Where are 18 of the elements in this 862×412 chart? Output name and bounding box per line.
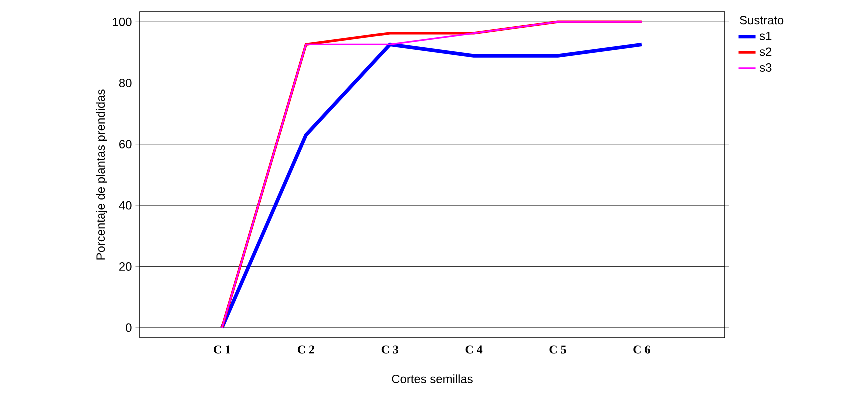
x-tick-label: C 6 <box>634 346 650 354</box>
x-tick-label: C 4 <box>466 346 483 354</box>
x-tick-label: C 3 <box>382 346 398 354</box>
legend-label: s3 <box>760 64 772 72</box>
x-tick-label: C 2 <box>298 346 314 354</box>
y-tick-label: 100 <box>113 18 132 26</box>
y-tick-label: 0 <box>126 324 132 332</box>
y-tick-label: 40 <box>119 201 132 210</box>
y-tick-label: 20 <box>120 262 132 271</box>
x-tick-label: C 1 <box>214 346 230 354</box>
x-axis-title: Cortes semillas <box>392 374 473 384</box>
legend-title: Sustrato <box>740 16 784 25</box>
y-tick-label: 80 <box>119 79 132 88</box>
legend-label: s2 <box>760 48 772 56</box>
y-tick-label: 60 <box>120 140 132 149</box>
x-tick-label: C 5 <box>550 346 566 354</box>
y-axis-title: Porcentaje de plantas prendidas <box>96 90 108 260</box>
legend-label: s1 <box>760 32 772 40</box>
